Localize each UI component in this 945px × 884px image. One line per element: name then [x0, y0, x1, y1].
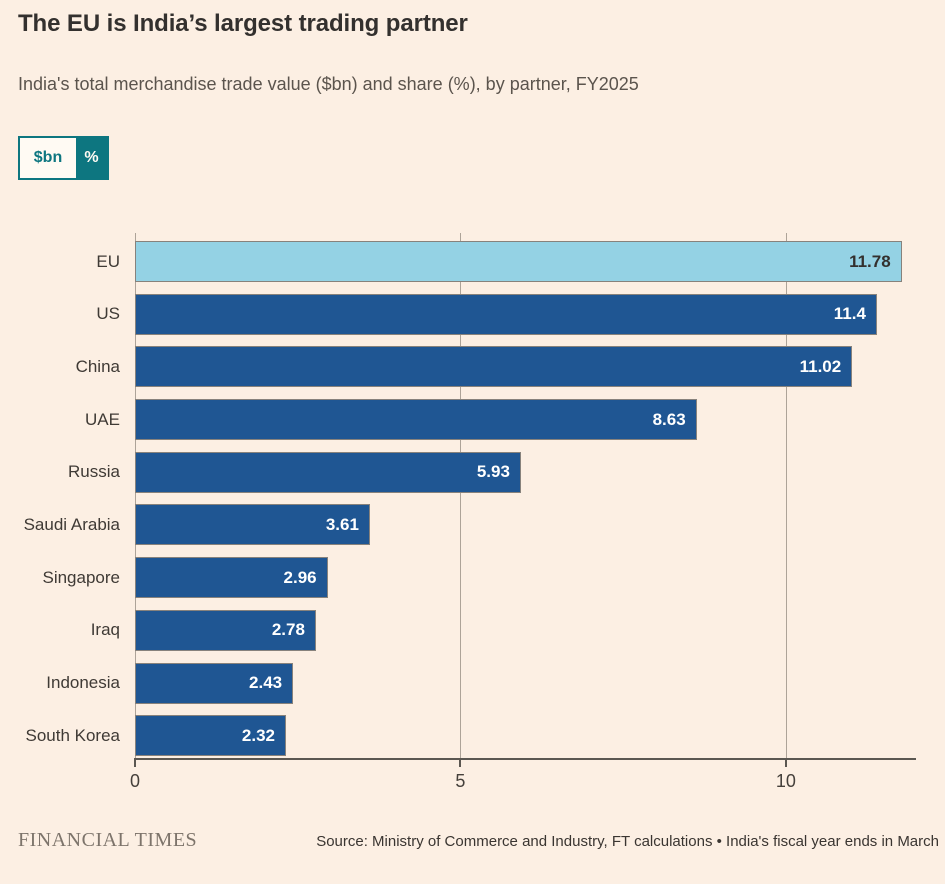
category-label: UAE — [85, 409, 120, 429]
category-label: Russia — [68, 462, 120, 482]
bar-value-label: 2.43 — [249, 673, 283, 692]
bar-value-label: 2.32 — [241, 725, 275, 745]
bar-row: Singapore 2.96 — [42, 557, 916, 599]
bar-row: Iraq 2.78 — [91, 609, 916, 651]
unit-toggle: $bn % — [18, 136, 109, 180]
gridline-5 — [460, 233, 462, 759]
bar-row: Saudi Arabia 3.61 — [24, 504, 916, 546]
bar: 2.43 — [135, 662, 294, 704]
category-label: Indonesia — [46, 673, 120, 692]
plot-area: 0 5 10 EU 11.78 US 11.4 China 11.02 UAE 8.63 Russia… — [24, 233, 916, 791]
chart-footer: FINANCIAL TIMES Source: Ministry of Comm… — [18, 829, 939, 852]
bar: 2.32 — [135, 715, 286, 757]
bar-row: China 11.02 — [76, 346, 916, 388]
category-label: Iraq — [90, 620, 120, 640]
gridline-10 — [785, 233, 787, 759]
source-note: Source: Ministry of Commerce and Industr… — [316, 833, 939, 850]
bar-value-label: 8.63 — [652, 409, 686, 429]
bar-row: Indonesia 2.43 — [46, 662, 916, 704]
category-label: Singapore — [42, 567, 120, 587]
bar-value-label: 11.78 — [849, 251, 891, 271]
bar: 2.78 — [135, 609, 316, 651]
x-tick-label-10: 10 — [775, 771, 796, 792]
bar-value-label: 11.4 — [833, 304, 866, 324]
category-label: South Korea — [25, 725, 120, 745]
bar-value-label: 3.61 — [325, 514, 359, 534]
bar: 11.02 — [135, 346, 853, 388]
category-label: Saudi Arabia — [23, 514, 120, 534]
x-axis-tick-0 — [134, 758, 136, 768]
x-tick-label-0: 0 — [129, 771, 141, 792]
x-tick-label-5: 5 — [455, 771, 466, 792]
chart-title: The EU is India’s largest trading partne… — [18, 10, 468, 37]
toggle-dollar-bn-button[interactable]: $bn — [20, 138, 76, 178]
bar-row: UAE 8.63 — [85, 399, 916, 441]
bar-value-label: 11.02 — [799, 356, 842, 376]
category-label: China — [75, 356, 120, 376]
bar-value-label: 2.96 — [283, 567, 317, 587]
bar: 2.96 — [135, 557, 328, 599]
bar-row: South Korea 2.32 — [25, 715, 916, 757]
x-axis-tick-5 — [459, 758, 462, 768]
bar: 11.78 — [135, 241, 902, 282]
category-label: US — [96, 304, 120, 324]
bar-row: Russia 5.93 — [68, 451, 916, 493]
bar: 3.61 — [135, 504, 370, 546]
bar: 11.4 — [135, 293, 877, 335]
gridline-0 — [135, 233, 136, 759]
toggle-percent-button[interactable]: % — [76, 138, 107, 178]
financial-times-logo: FINANCIAL TIMES — [18, 829, 198, 851]
category-label: EU — [96, 251, 120, 271]
bar-value-label: 5.93 — [476, 462, 510, 482]
bar: 5.93 — [135, 451, 521, 493]
bar: 8.63 — [135, 399, 697, 441]
chart-subtitle: India's total merchandise trade value ($… — [18, 74, 639, 94]
x-axis-tick-10 — [784, 758, 787, 768]
bar-value-label: 2.78 — [271, 620, 305, 640]
bar-row: US 11.4 — [96, 293, 916, 335]
bar-row: EU 11.78 — [96, 241, 916, 282]
